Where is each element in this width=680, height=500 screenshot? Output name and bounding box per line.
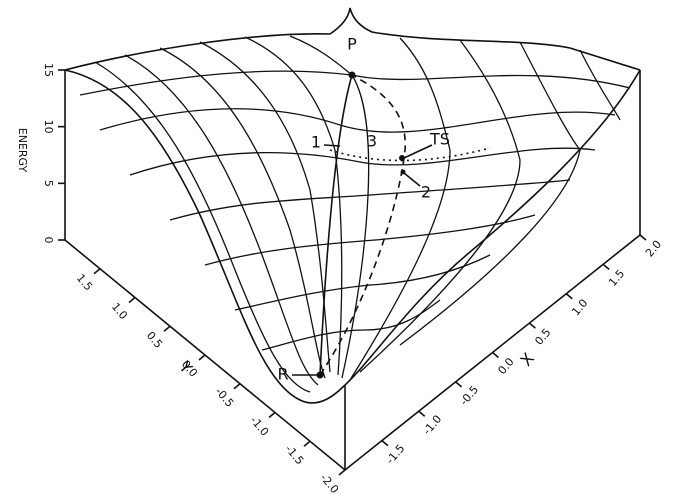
labels: P TS R 1 2 3 ENERGY Y X	[16, 35, 538, 384]
label-ts: TS	[429, 130, 450, 149]
x-tick	[528, 322, 536, 329]
y-tick	[93, 268, 101, 275]
x-tick	[639, 234, 647, 241]
energy-tick-label: 5	[42, 180, 55, 187]
y-tick	[163, 325, 171, 332]
x-tick	[381, 440, 389, 447]
x-tick-label: 0.0	[496, 355, 517, 377]
y-tick	[268, 411, 276, 419]
y-tick	[128, 296, 136, 304]
y-tick-label: -1.0	[248, 414, 272, 439]
y-tick-label: -2.0	[318, 471, 342, 496]
x-tick-label: 0.5	[532, 326, 553, 348]
x-tick	[565, 293, 573, 300]
y-tick-label: -0.5	[213, 385, 237, 410]
label-3: 3	[367, 132, 377, 151]
x-tick	[418, 410, 426, 417]
label-2: 2	[421, 183, 431, 202]
energy-tick-label: 0	[42, 237, 55, 244]
energy-tick-label: 10	[42, 120, 55, 134]
point-r	[316, 371, 324, 379]
point-ts	[399, 155, 405, 161]
y-tick	[198, 354, 206, 361]
label-r: R	[277, 365, 288, 384]
y-tick-label: 0.5	[144, 329, 165, 351]
y-tick	[303, 440, 311, 447]
point-2	[400, 169, 406, 175]
x-tick-label: 1.5	[606, 267, 627, 289]
label-1: 1	[311, 133, 321, 152]
label-p: P	[347, 35, 357, 54]
x-tick	[602, 263, 610, 270]
energy-tick-label: 15	[42, 63, 55, 77]
y-tick	[338, 469, 346, 476]
y-tick-label: 1.0	[109, 300, 130, 322]
reaction-paths	[292, 71, 491, 379]
x-tick-label: 2.0	[643, 238, 664, 260]
point-p	[348, 71, 356, 79]
x-tick	[455, 381, 463, 388]
x-tick	[491, 351, 500, 359]
y-tick-label: 1.5	[74, 272, 95, 294]
y-tick-label: -1.5	[283, 443, 307, 468]
energy-label: ENERGY	[16, 128, 29, 173]
x-label: X	[516, 349, 538, 370]
y-tick	[233, 383, 241, 390]
x-tick-label: 1.0	[569, 297, 590, 319]
